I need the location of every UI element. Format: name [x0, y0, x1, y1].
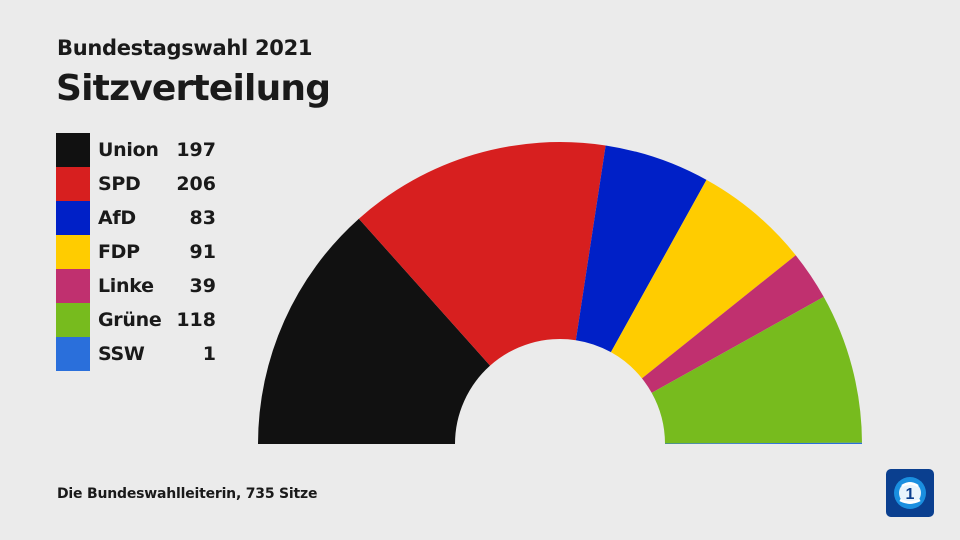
legend-value: 39 [189, 275, 216, 297]
legend-item: SSW 1 [56, 337, 216, 371]
chart-title: Sitzverteilung [56, 68, 331, 109]
legend-item: SPD 206 [56, 167, 216, 201]
legend-swatch [56, 167, 90, 201]
legend-item: FDP 91 [56, 235, 216, 269]
legend-label: Grüne [98, 309, 162, 331]
legend-value: 206 [176, 173, 216, 195]
legend-swatch [56, 133, 90, 167]
legend-swatch [56, 303, 90, 337]
tagesschau-logo-icon: 1 [886, 469, 934, 517]
legend: Union 197 SPD 206 AfD 83 FDP 91 Linke 39… [56, 133, 216, 371]
legend-swatch [56, 337, 90, 371]
seat-segment-afd [575, 145, 707, 353]
seat-segment-spd [358, 142, 606, 366]
legend-value: 197 [176, 139, 216, 161]
legend-label: AfD [98, 207, 136, 229]
seat-segment-linke [641, 255, 824, 393]
seat-segment-fdp [610, 179, 796, 379]
seat-segment-ssw [664, 442, 862, 444]
legend-label: Union [98, 139, 159, 161]
chart-subtitle: Bundestagswahl 2021 [57, 36, 313, 60]
legend-swatch [56, 201, 90, 235]
legend-item: Union 197 [56, 133, 216, 167]
svg-text:1: 1 [906, 486, 915, 503]
source-note: Die Bundeswahlleiterin, 735 Sitze [57, 486, 318, 502]
seat-segment-union [258, 218, 491, 444]
legend-label: SSW [98, 343, 145, 365]
seat-segment-grüne [651, 296, 862, 444]
legend-swatch [56, 235, 90, 269]
legend-value: 83 [189, 207, 216, 229]
legend-value: 1 [202, 343, 216, 365]
legend-item: Linke 39 [56, 269, 216, 303]
legend-label: SPD [98, 173, 141, 195]
legend-value: 91 [189, 241, 216, 263]
legend-item: AfD 83 [56, 201, 216, 235]
legend-value: 118 [176, 309, 216, 331]
legend-item: Grüne 118 [56, 303, 216, 337]
legend-label: Linke [98, 275, 154, 297]
legend-swatch [56, 269, 90, 303]
legend-label: FDP [98, 241, 140, 263]
